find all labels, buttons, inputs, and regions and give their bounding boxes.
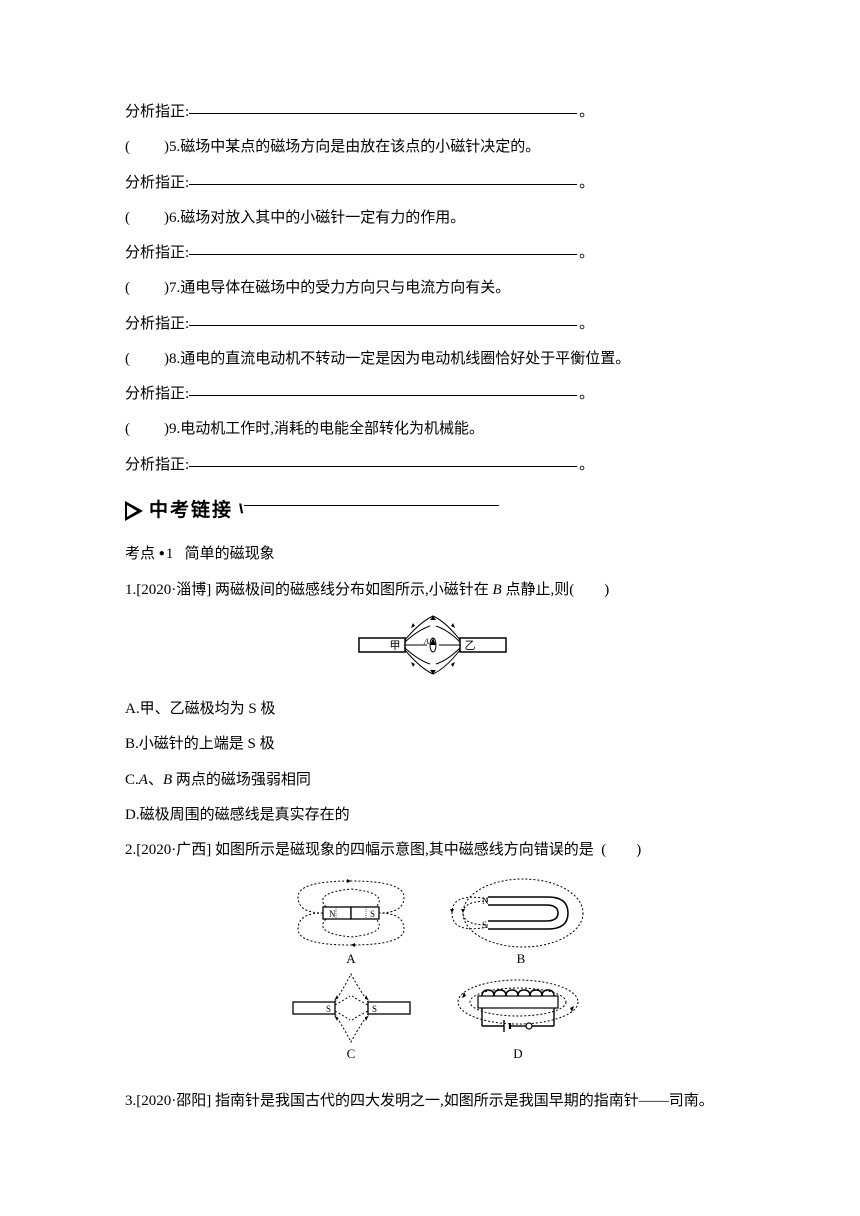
- analysis-row-5: 分析指正: 。: [125, 166, 740, 201]
- q1-fig-label-left: 甲: [390, 640, 401, 652]
- wedge-icon-cut: [127, 505, 137, 517]
- q1-optc-tail: 两点的磁场强弱相同: [172, 772, 311, 788]
- analysis-row-9: 分析指正: 。: [125, 448, 740, 483]
- q1-stem: 1.[2020·淄博] 两磁极间的磁感线分布如图所示,小磁针在 B 点静止,则(…: [125, 573, 740, 608]
- statement-9-text: 9.电动机工作时,消耗的电能全部转化为机械能。: [169, 421, 484, 437]
- blank-line[interactable]: [189, 380, 577, 396]
- blank-line[interactable]: [189, 98, 577, 114]
- q1-diagram: 甲 乙 A: [355, 612, 510, 676]
- analysis-label: 分析指正:: [125, 386, 189, 402]
- kaodian-title: 简单的磁现象: [185, 546, 275, 562]
- q2-label-a: A: [346, 951, 356, 966]
- analysis-label: 分析指正:: [125, 316, 189, 332]
- q2-label-b: B: [516, 951, 525, 966]
- analysis-row-8: 分析指正: 。: [125, 377, 740, 412]
- period: 。: [579, 386, 594, 402]
- blank-line[interactable]: [189, 169, 577, 185]
- paren-open: (: [601, 842, 606, 858]
- blank-line[interactable]: [189, 239, 577, 255]
- q1-option-d[interactable]: D.磁极周围的磁感线是真实存在的: [125, 798, 740, 833]
- analysis-row-7: 分析指正: 。: [125, 307, 740, 342]
- q1-optc-sep: 、: [148, 772, 163, 788]
- paren-open: (: [125, 271, 130, 306]
- kaodian-num: 1: [166, 546, 174, 562]
- analysis-label: 分析指正:: [125, 104, 189, 120]
- statement-8: ()8.通电的直流电动机不转动一定是因为电动机线圈恰好处于平衡位置。: [125, 342, 740, 377]
- paren-open: (: [125, 342, 130, 377]
- statement-6: ()6.磁场对放入其中的小磁针一定有力的作用。: [125, 201, 740, 236]
- q1-stem-text-a: 两磁极间的磁感线分布如图所示,小磁针在: [211, 582, 492, 598]
- statement-9: ()9.电动机工作时,消耗的电能全部转化为机械能。: [125, 412, 740, 447]
- paren-open: (: [125, 130, 130, 165]
- kaodian-label: 考点: [125, 546, 155, 562]
- q1-optc-b: B: [163, 772, 172, 788]
- blank-line[interactable]: [189, 310, 577, 326]
- q3-source: [2020·邵阳]: [136, 1093, 211, 1109]
- section-title: 中考链接: [149, 489, 233, 534]
- svg-text:N: N: [329, 909, 336, 919]
- q1-optc-a: A: [139, 772, 148, 788]
- paren-open: (: [125, 412, 130, 447]
- kaodian-row: 考点 1 简单的磁现象: [125, 537, 740, 572]
- statement-5: ()5.磁场中某点的磁场方向是由放在该点的小磁针决定的。: [125, 130, 740, 165]
- q1-option-c[interactable]: C.A、B 两点的磁场强弱相同: [125, 763, 740, 798]
- blank-line[interactable]: [189, 451, 577, 467]
- slash-decoration: \\: [239, 494, 240, 525]
- q2-diagram: N S A N S: [263, 872, 603, 1067]
- period: 。: [579, 457, 594, 473]
- q1-num: 1.: [125, 582, 136, 598]
- analysis-row-4: 分析指正: 。: [125, 95, 740, 130]
- svg-text:A: A: [423, 637, 429, 646]
- svg-text:S: S: [372, 1004, 377, 1014]
- q1-option-a[interactable]: A.甲、乙磁极均为 S 极: [125, 692, 740, 727]
- q1-fig-label-right: 乙: [465, 639, 476, 652]
- q3-num: 3.: [125, 1093, 136, 1109]
- q1-source: [2020·淄博]: [136, 582, 211, 598]
- analysis-row-6: 分析指正: 。: [125, 236, 740, 271]
- paren-open: (: [125, 201, 130, 236]
- svg-text:S: S: [326, 1004, 331, 1014]
- q2-stem: 2.[2020·广西] 如图所示是磁现象的四幅示意图,其中磁感线方向错误的是 (…: [125, 833, 740, 868]
- paren-close: ): [604, 582, 609, 598]
- kaodian-bullet: [159, 546, 166, 562]
- q2-stem-text: 如图所示是磁现象的四幅示意图,其中磁感线方向错误的是: [211, 842, 594, 858]
- statement-7: ()7.通电导体在磁场中的受力方向只与电流方向有关。: [125, 271, 740, 306]
- analysis-label: 分析指正:: [125, 457, 189, 473]
- paren-close: ): [636, 842, 641, 858]
- q2-figure: N S A N S: [125, 872, 740, 1081]
- q2-num: 2.: [125, 842, 136, 858]
- period: 。: [579, 316, 594, 332]
- q1-optc-prefix: C.: [125, 772, 139, 788]
- svg-text:S: S: [370, 909, 375, 919]
- statement-6-text: 6.磁场对放入其中的小磁针一定有力的作用。: [169, 210, 465, 226]
- section-underline: [244, 504, 499, 506]
- analysis-label: 分析指正:: [125, 175, 189, 191]
- q1-figure: 甲 乙 A: [125, 612, 740, 690]
- page-content: 分析指正:。 ()5.磁场中某点的磁场方向是由放在该点的小磁针决定的。 分析指正…: [0, 0, 860, 1159]
- section-header: 中考链接 \\: [125, 489, 740, 534]
- q2-label-c: C: [346, 1046, 355, 1061]
- analysis-label: 分析指正:: [125, 245, 189, 261]
- q2-source: [2020·广西]: [136, 842, 211, 858]
- q3-stem-text: 指南针是我国古代的四大发明之一,如图所示是我国早期的指南针——司南。: [211, 1093, 714, 1109]
- period: 。: [579, 175, 594, 191]
- statement-7-text: 7.通电导体在磁场中的受力方向只与电流方向有关。: [169, 280, 510, 296]
- q1-point-b: B: [493, 582, 502, 598]
- q3-stem: 3.[2020·邵阳] 指南针是我国古代的四大发明之一,如图所示是我国早期的指南…: [125, 1084, 740, 1119]
- q1-option-b[interactable]: B.小磁针的上端是 S 极: [125, 727, 740, 762]
- paren-open: (: [569, 582, 574, 598]
- statement-8-text: 8.通电的直流电动机不转动一定是因为电动机线圈恰好处于平衡位置。: [169, 351, 630, 367]
- q2-label-d: D: [513, 1046, 522, 1061]
- period: 。: [579, 245, 594, 261]
- statement-5-text: 5.磁场中某点的磁场方向是由放在该点的小磁针决定的。: [169, 139, 540, 155]
- q1-stem-text-b: 点静止,则: [502, 582, 570, 598]
- period: 。: [579, 104, 594, 120]
